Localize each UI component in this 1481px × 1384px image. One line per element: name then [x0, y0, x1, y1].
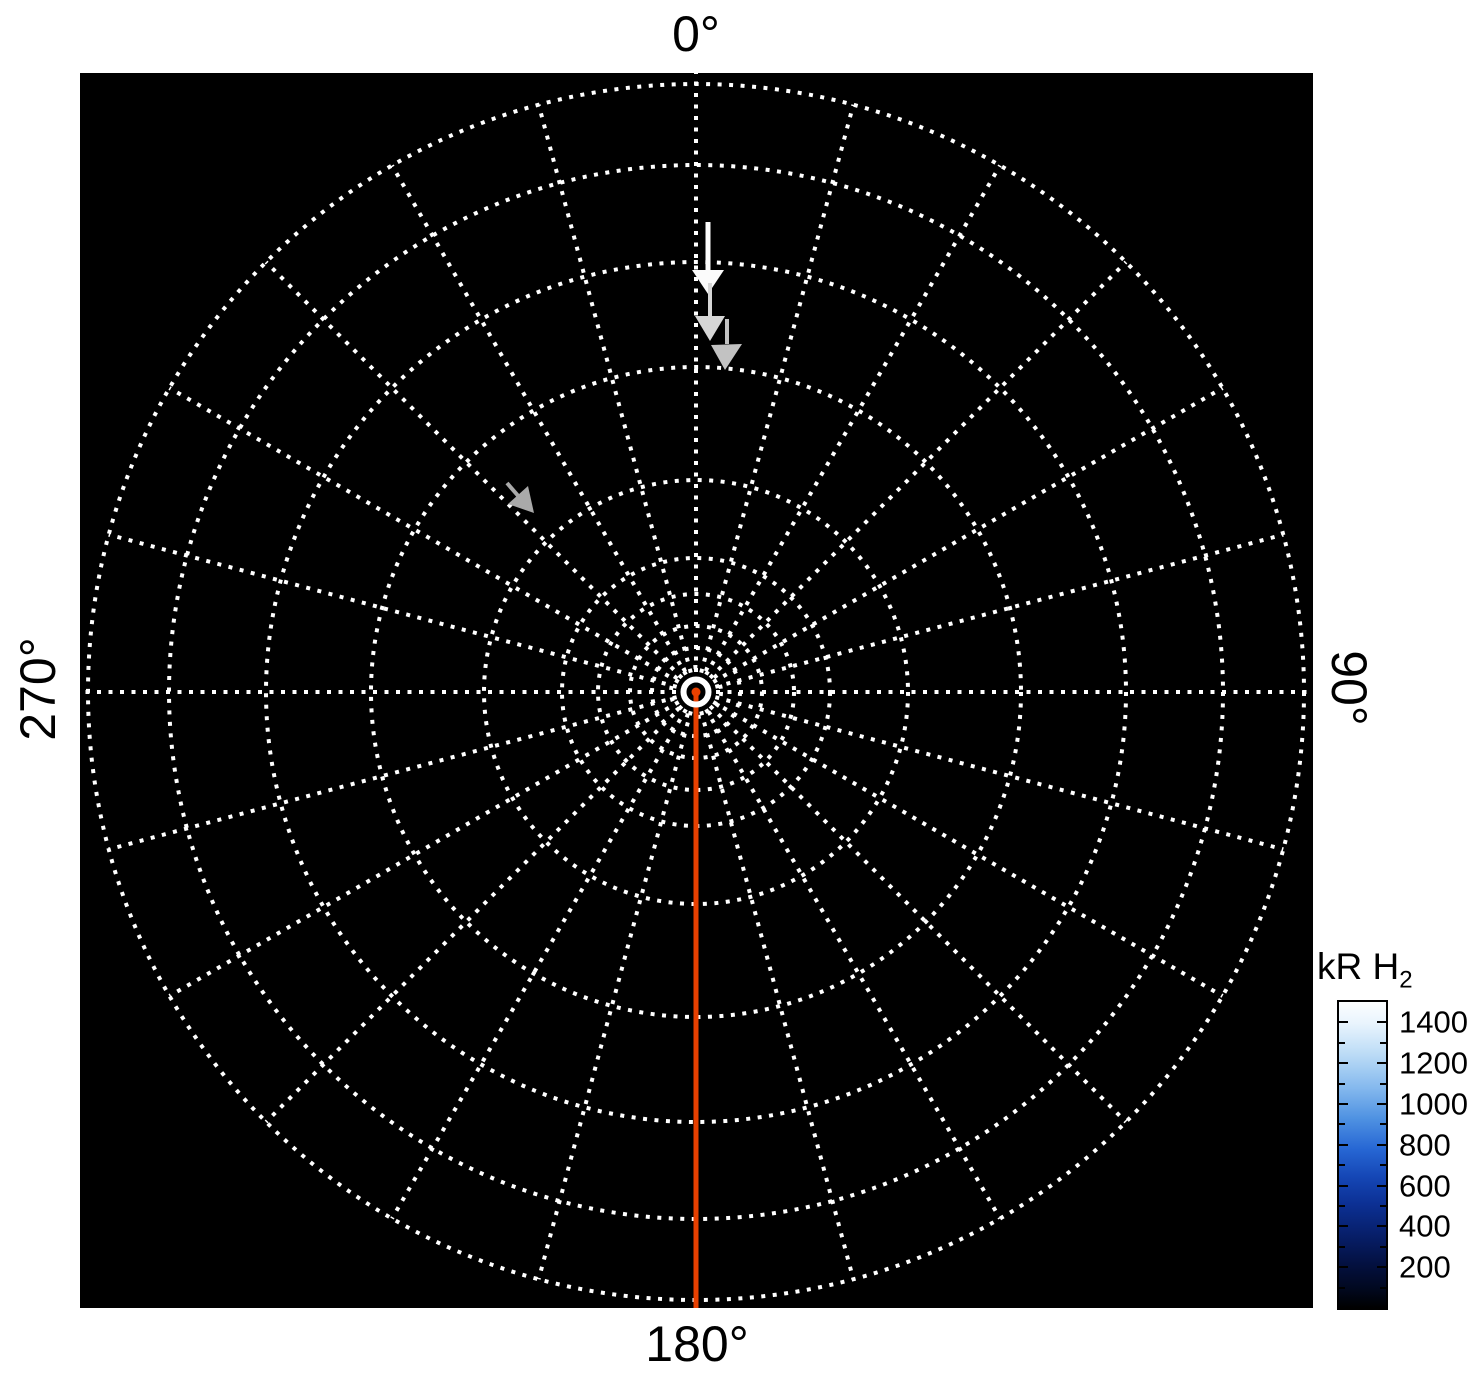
colorbar-tick — [1339, 1143, 1348, 1146]
colorbar-tick — [1377, 1225, 1386, 1228]
down-arrow-lightgray-head — [695, 316, 725, 341]
colorbar-tick-label: 200 — [1399, 1249, 1451, 1285]
grid-spoke — [704, 708, 1002, 1220]
grid-spoke — [712, 700, 1224, 998]
colorbar-tick-label: 1000 — [1399, 1086, 1468, 1122]
grid-spoke — [699, 104, 856, 674]
grid-circle — [264, 260, 1128, 1124]
colorbar-tick — [1377, 1103, 1386, 1105]
colorbar-tick-label: 1200 — [1399, 1045, 1468, 1081]
grid-spoke — [390, 708, 688, 1220]
angle-label-270: 270° — [10, 637, 66, 741]
colorbar-tick — [1377, 1184, 1386, 1187]
colorbar-tick — [1339, 1286, 1345, 1289]
colorbar-tick-label: 600 — [1399, 1168, 1451, 1204]
colorbar-tick-label: 400 — [1399, 1208, 1451, 1244]
colorbar-tick-label: 800 — [1399, 1127, 1451, 1163]
down-arrow-white-head — [692, 270, 724, 294]
colorbar-tick — [1380, 1245, 1386, 1248]
colorbar-tick — [1377, 1062, 1386, 1065]
colorbar-tick-label: 1400 — [1399, 1004, 1468, 1040]
colorbar-title: kR H2 — [1317, 948, 1413, 992]
grid-spoke — [108, 695, 678, 852]
grid-spoke — [264, 260, 684, 680]
colorbar-tick — [1339, 1266, 1348, 1269]
inward-arrow-gray-head — [508, 486, 534, 513]
grid-circle — [669, 665, 723, 719]
colorbar-tick — [1380, 1286, 1386, 1289]
colorbar-tick — [1339, 1225, 1348, 1228]
angle-label-90: 90° — [1321, 650, 1377, 726]
grid-spoke — [168, 700, 680, 998]
plot-area — [80, 73, 1313, 1308]
colorbar-tick — [1339, 1103, 1348, 1105]
down-arrow-midgray-head — [711, 344, 742, 370]
colorbar-title-sub: 2 — [1399, 966, 1413, 994]
colorbar-tick — [1339, 1123, 1345, 1126]
grid-circle — [482, 478, 910, 906]
colorbar-tick — [1339, 1245, 1345, 1248]
colorbar-tick — [1339, 1021, 1348, 1024]
grid-spoke — [708, 260, 1128, 680]
grid-spoke — [390, 164, 688, 676]
colorbar-tick — [1380, 1123, 1386, 1126]
colorbar-tick — [1377, 1143, 1386, 1146]
center-dot — [691, 687, 701, 697]
colorbar-tick — [1380, 1205, 1386, 1207]
colorbar-tick — [1339, 1205, 1345, 1207]
grid-spoke — [714, 532, 1284, 689]
colorbar-tick — [1339, 1164, 1345, 1167]
grid-spoke — [536, 710, 693, 1280]
colorbar-tick — [1377, 1021, 1386, 1024]
colorbar-tick — [1380, 1041, 1386, 1044]
angle-label-0: 0° — [672, 6, 720, 62]
polar-grid-svg — [80, 73, 1313, 1308]
colorbar-title-main: kR H — [1317, 946, 1400, 987]
colorbar-tick — [1377, 1266, 1386, 1269]
colorbar-tick — [1339, 1062, 1348, 1065]
angle-label-180: 180° — [645, 1316, 749, 1372]
grid-circle — [596, 592, 796, 792]
colorbar — [1337, 1000, 1388, 1310]
colorbar-tick — [1339, 1184, 1348, 1187]
grid-spoke — [704, 164, 1002, 676]
grid-spoke — [712, 386, 1224, 684]
grid-spoke — [168, 386, 680, 684]
grid-circle — [369, 365, 1023, 1019]
colorbar-tick — [1339, 1041, 1345, 1044]
colorbar-tick — [1380, 1164, 1386, 1167]
colorbar-tick — [1380, 1082, 1386, 1085]
grid-spoke — [699, 710, 856, 1280]
grid-spoke — [714, 695, 1284, 852]
colorbar-tick — [1339, 1082, 1345, 1085]
center-ring — [680, 676, 712, 708]
